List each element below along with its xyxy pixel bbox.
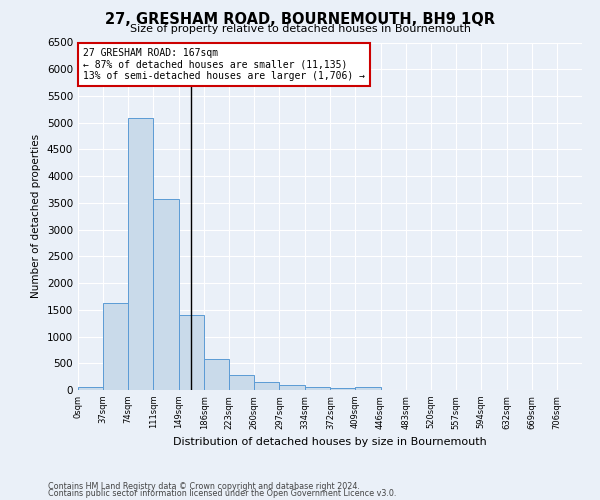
Bar	[103, 304, 128, 390]
Text: Contains HM Land Registry data © Crown copyright and database right 2024.: Contains HM Land Registry data © Crown c…	[48, 482, 360, 491]
Bar	[153, 198, 179, 390]
Text: 27, GRESHAM ROAD, BOURNEMOUTH, BH9 1QR: 27, GRESHAM ROAD, BOURNEMOUTH, BH9 1QR	[105, 12, 495, 28]
Text: Size of property relative to detached houses in Bournemouth: Size of property relative to detached ho…	[130, 24, 470, 34]
Bar	[78, 388, 103, 390]
Bar	[179, 315, 204, 390]
Text: 27 GRESHAM ROAD: 167sqm
← 87% of detached houses are smaller (11,135)
13% of sem: 27 GRESHAM ROAD: 167sqm ← 87% of detache…	[83, 48, 365, 81]
Bar	[305, 387, 331, 390]
Bar	[355, 387, 380, 390]
Bar	[229, 375, 254, 390]
Bar	[128, 118, 153, 390]
Bar	[280, 384, 305, 390]
Bar	[331, 388, 355, 390]
Y-axis label: Number of detached properties: Number of detached properties	[31, 134, 41, 298]
X-axis label: Distribution of detached houses by size in Bournemouth: Distribution of detached houses by size …	[173, 437, 487, 447]
Text: Contains public sector information licensed under the Open Government Licence v3: Contains public sector information licen…	[48, 490, 397, 498]
Bar	[254, 382, 280, 390]
Bar	[204, 359, 229, 390]
